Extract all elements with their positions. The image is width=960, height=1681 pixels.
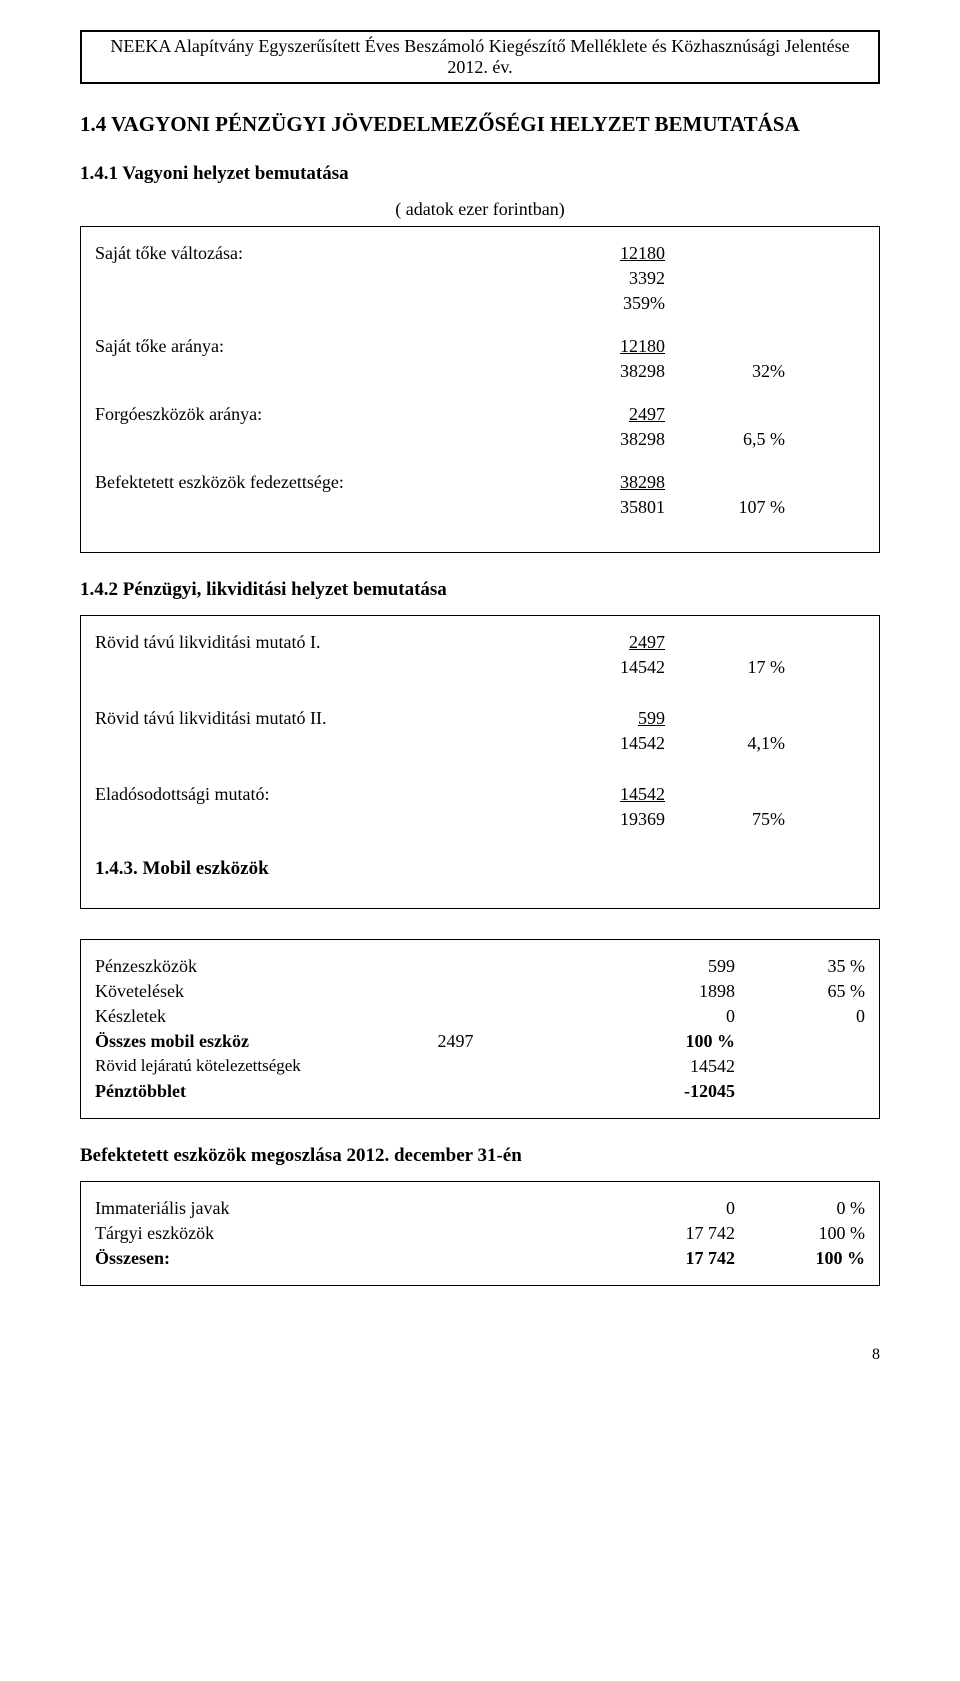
section-title-1-4-2: 1.4.2 Pénzügyi, likviditási helyzet bemu…: [80, 579, 880, 601]
value-empty: [665, 241, 785, 266]
label-osszes-mobil: Összes mobil eszköz 2497: [95, 1029, 605, 1054]
value-liquidity-2-den: 14542: [515, 731, 665, 756]
value-keszletek-v2: 0: [735, 1004, 865, 1029]
value-debt-den: 19369: [515, 807, 665, 832]
label-keszletek: Készletek: [95, 1004, 605, 1029]
value-osszesen-v2: 100 %: [735, 1246, 865, 1271]
value-debt-pct: 75%: [665, 807, 785, 832]
label-immaterial: Immateriális javak: [95, 1196, 605, 1221]
value-penzeszkozok-v1: 599: [605, 954, 735, 979]
value-osszes-mobil-v0: 2497: [253, 1031, 473, 1052]
label-liquidity-2: Rövid távú likviditási mutató II.: [95, 706, 515, 731]
label-osszes-mobil-text: Összes mobil eszköz: [95, 1031, 249, 1051]
value-equity-ratio-den: 38298: [515, 359, 665, 384]
mobil-box: Pénzeszközök 599 35 % Követelések 1898 6…: [80, 939, 880, 1119]
row-debt-ratio: Eladósodottsági mutató: 14542 19369 75%: [95, 782, 865, 832]
label-current-assets-ratio: Forgóeszközök aránya:: [95, 402, 515, 427]
value-debt-num: 14542: [515, 782, 665, 807]
row-liquidity-2: Rövid távú likviditási mutató II. 599 14…: [95, 706, 865, 756]
value-liquidity-1-num: 2497: [515, 630, 665, 655]
value-current-assets-num: 2497: [515, 402, 665, 427]
section-title-fixed-assets: Befektetett eszközök megoszlása 2012. de…: [80, 1145, 880, 1167]
fixed-assets-box: Immateriális javak 0 0 % Tárgyi eszközök…: [80, 1181, 880, 1286]
row-equity-ratio: Saját tőke aránya: 12180 38298 32%: [95, 334, 865, 384]
section-title-1-4: 1.4 VAGYONI PÉNZÜGYI JÖVEDELMEZŐSÉGI HEL…: [80, 112, 880, 137]
units-note: ( adatok ezer forintban): [80, 199, 880, 220]
label-penzeszkozok: Pénzeszközök: [95, 954, 605, 979]
section-title-1-4-1: 1.4.1 Vagyoni helyzet bemutatása: [80, 163, 880, 185]
equity-box: Saját tőke változása: 12180 3392 359% Sa…: [80, 226, 880, 553]
row-liquidity-1: Rövid távú likviditási mutató I. 2497 14…: [95, 630, 865, 680]
value-targyi-v1: 17 742: [605, 1221, 735, 1246]
value-equity-change-num: 12180: [515, 241, 665, 266]
value-fixed-asset-num: 38298: [515, 470, 665, 495]
value-osszes-mobil-v1: 100 %: [605, 1029, 735, 1054]
value-immaterial-v2: 0 %: [735, 1196, 865, 1221]
mobil-table: Pénzeszközök 599 35 % Követelések 1898 6…: [95, 954, 865, 1104]
value-kovetelesek-v2: 65 %: [735, 979, 865, 1004]
label-penztobblet: Pénztöbblet: [95, 1079, 605, 1104]
liquidity-box: Rövid távú likviditási mutató I. 2497 14…: [80, 615, 880, 909]
label-targyi: Tárgyi eszközök: [95, 1221, 605, 1246]
value-equity-ratio-pct: 32%: [665, 359, 785, 384]
value-kovetelesek-v1: 1898: [605, 979, 735, 1004]
value-fixed-asset-pct: 107 %: [665, 495, 785, 520]
page-header-line2: 2012. év.: [90, 57, 870, 78]
page-header-box: NEEKA Alapítvány Egyszerűsített Éves Bes…: [80, 30, 880, 84]
label-fixed-asset-coverage: Befektetett eszközök fedezettsége:: [95, 470, 515, 495]
value-liquidity-1-pct: 17 %: [665, 655, 785, 680]
value-keszletek-v1: 0: [605, 1004, 735, 1029]
value-liquidity-2-num: 599: [515, 706, 665, 731]
value-current-assets-den: 38298: [515, 427, 665, 452]
value-liquidity-2-pct: 4,1%: [665, 731, 785, 756]
value-osszesen-v1: 17 742: [605, 1246, 735, 1271]
page-header-line1: NEEKA Alapítvány Egyszerűsített Éves Bes…: [90, 36, 870, 57]
value-fixed-asset-den: 35801: [515, 495, 665, 520]
section-title-1-4-3: 1.4.3. Mobil eszközök: [95, 858, 865, 880]
page-number: 8: [80, 1346, 880, 1364]
value-immaterial-v1: 0: [605, 1196, 735, 1221]
row-equity-change: Saját tőke változása: 12180 3392 359%: [95, 241, 865, 316]
value-targyi-v2: 100 %: [735, 1221, 865, 1246]
value-penzeszkozok-v2: 35 %: [735, 954, 865, 979]
value-penztobblet: -12045: [605, 1079, 735, 1104]
label-equity-change: Saját tőke változása:: [95, 241, 515, 266]
value-rovid-kotelezettseg: 14542: [605, 1054, 735, 1079]
label-liquidity-1: Rövid távú likviditási mutató I.: [95, 630, 515, 655]
value-equity-ratio-num: 12180: [515, 334, 665, 359]
value-liquidity-1-den: 14542: [515, 655, 665, 680]
label-debt-ratio: Eladósodottsági mutató:: [95, 782, 515, 807]
label-rovid-kotelezettseg: Rövid lejáratú kötelezettségek: [95, 1054, 605, 1079]
row-current-assets-ratio: Forgóeszközök aránya: 2497 38298 6,5 %: [95, 402, 865, 452]
value-equity-change-pct: 359%: [515, 291, 665, 316]
label-equity-ratio: Saját tőke aránya:: [95, 334, 515, 359]
value-equity-change-den: 3392: [515, 266, 665, 291]
label-kovetelesek: Követelések: [95, 979, 605, 1004]
fixed-assets-table: Immateriális javak 0 0 % Tárgyi eszközök…: [95, 1196, 865, 1271]
value-current-assets-pct: 6,5 %: [665, 427, 785, 452]
label-osszesen: Összesen:: [95, 1246, 605, 1271]
row-fixed-asset-coverage: Befektetett eszközök fedezettsége: 38298…: [95, 470, 865, 520]
